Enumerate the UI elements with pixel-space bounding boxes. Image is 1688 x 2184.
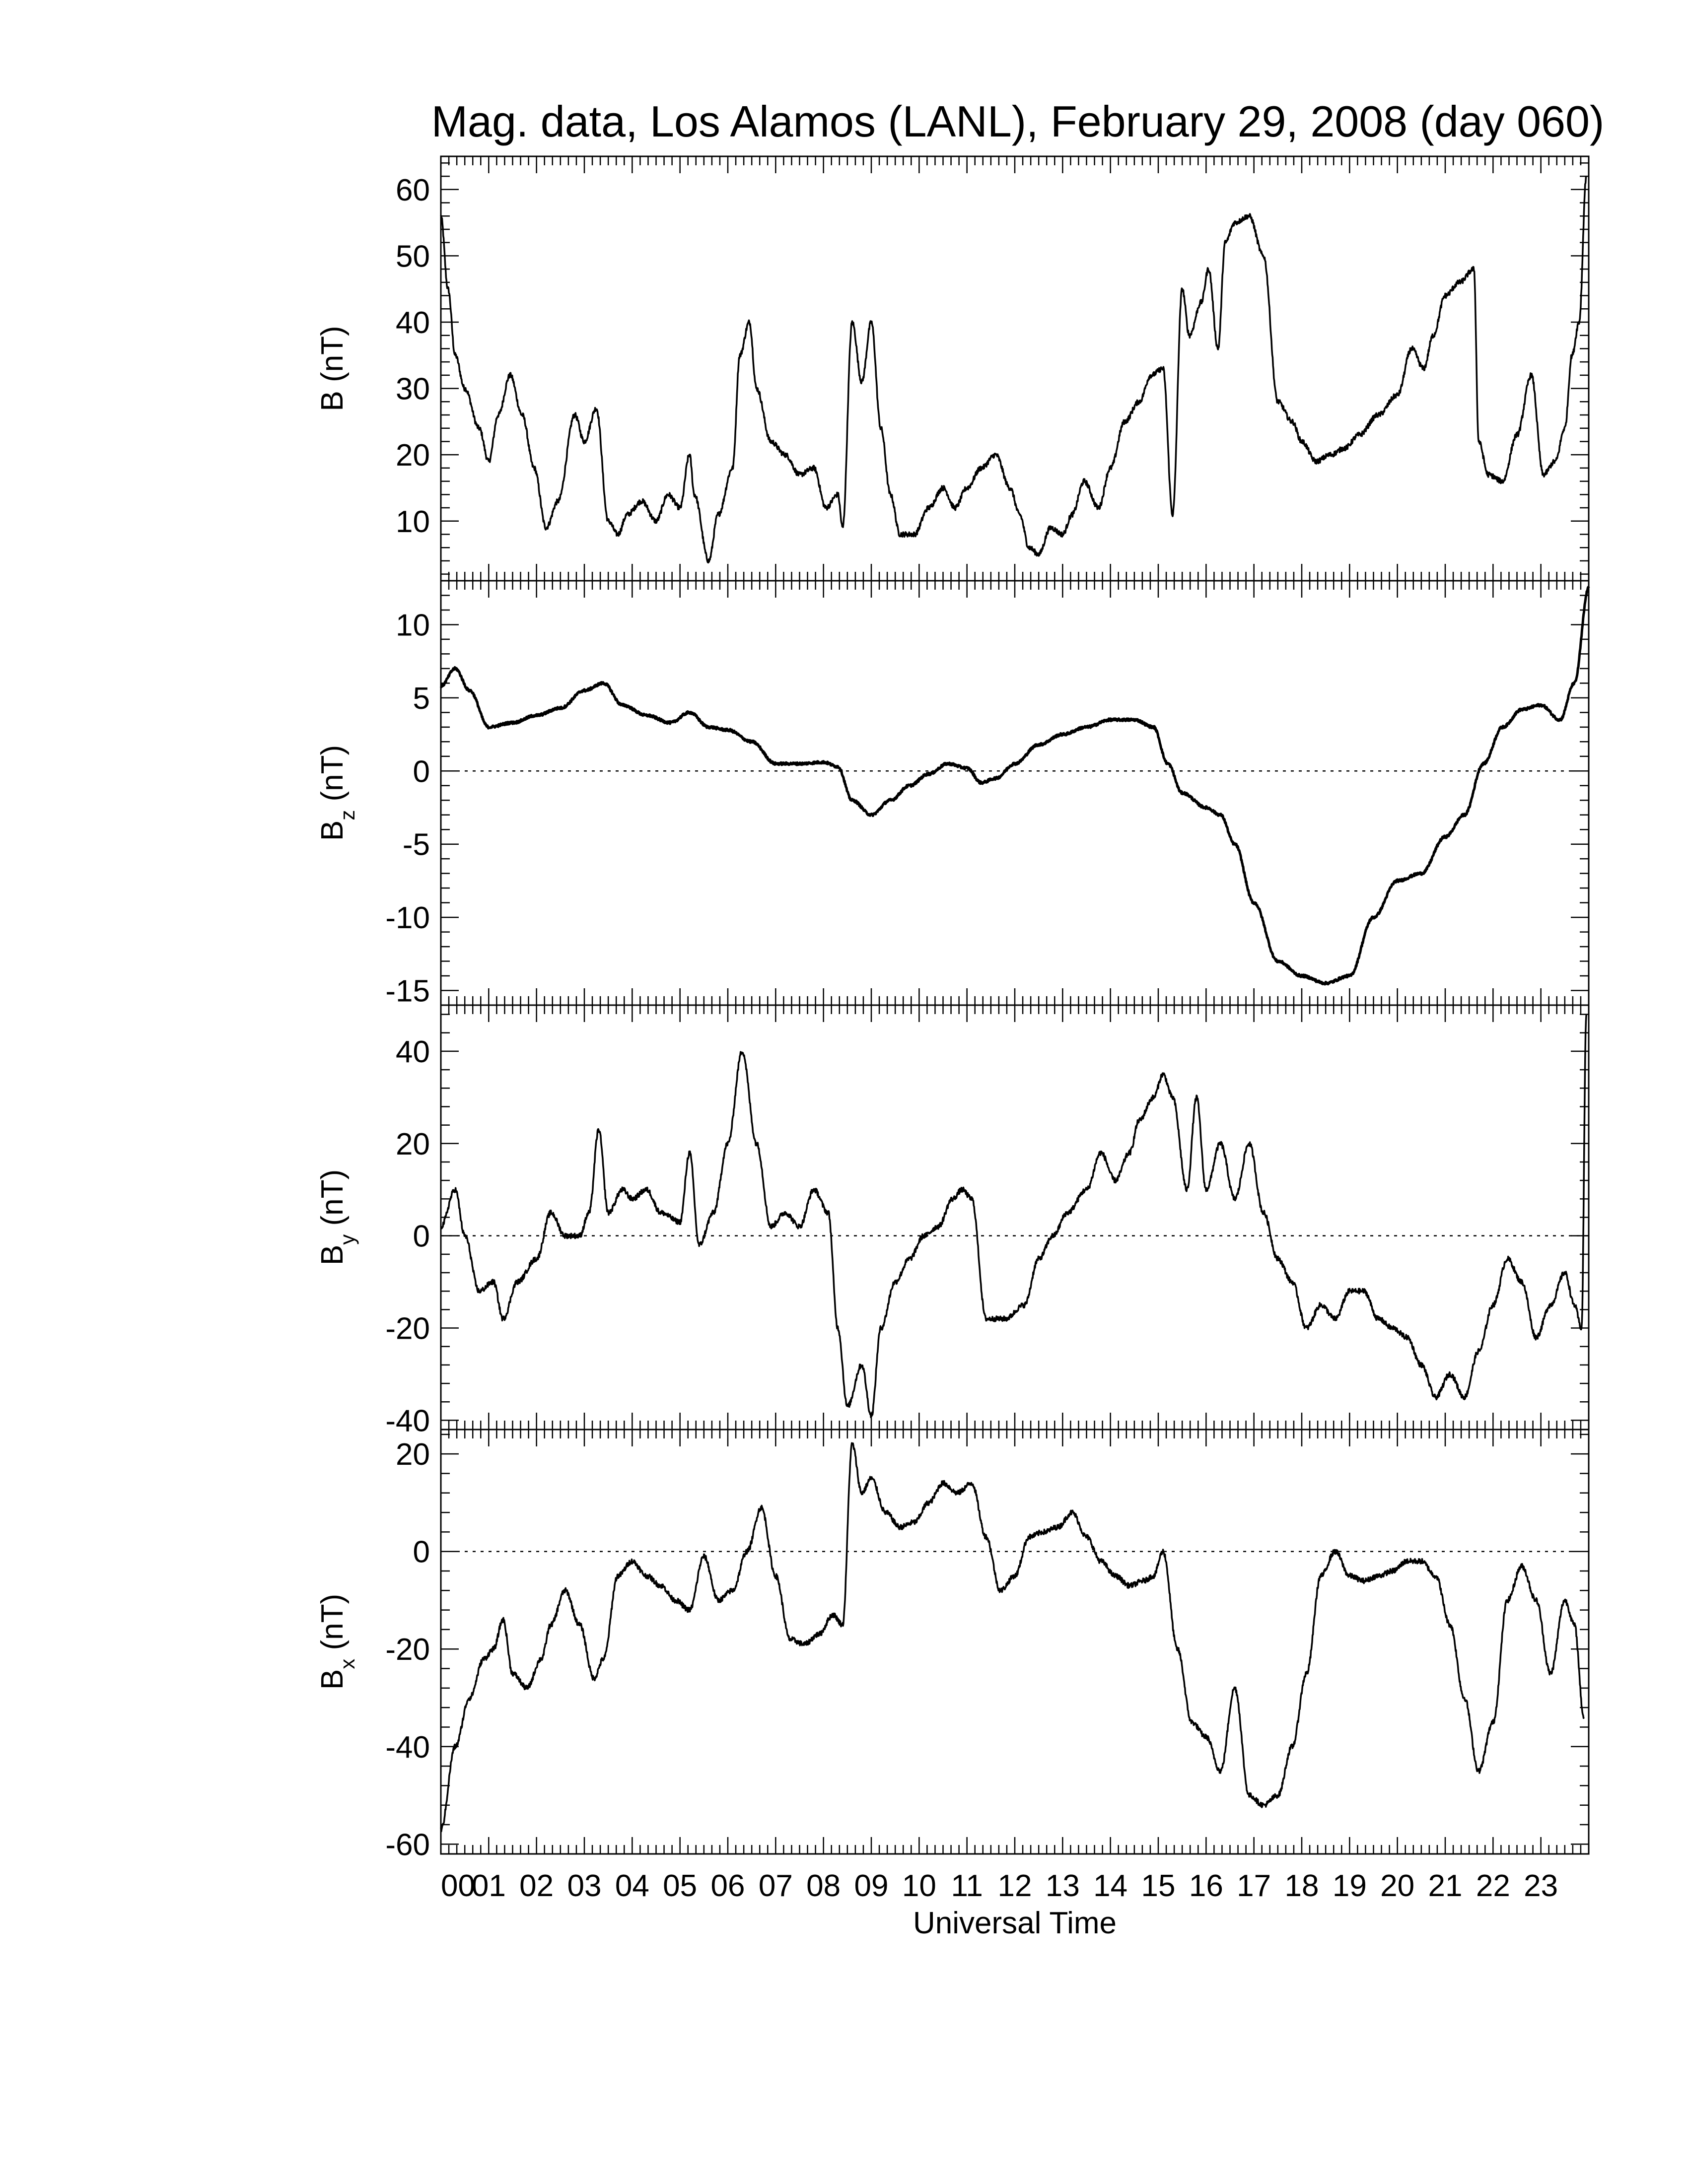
x-tick-label: 21 — [1428, 1869, 1463, 1903]
y-tick-label: 0 — [413, 1220, 430, 1254]
panel-1: 10 20 30 40 50 60 B (nT) — [315, 155, 1590, 582]
y-tick-label: 20 — [396, 1127, 430, 1161]
x-tick-label: 14 — [1093, 1869, 1127, 1903]
y-tick-label: 30 — [396, 372, 430, 407]
x-tick-label: 01 — [472, 1869, 506, 1903]
y-tick-label: 20 — [396, 1437, 430, 1472]
series-line — [440, 1014, 1587, 1419]
y-tick-label: -20 — [385, 1312, 430, 1346]
x-tick-label: 15 — [1141, 1869, 1176, 1903]
x-tick-label: 13 — [1046, 1869, 1080, 1903]
y-axis-label-unit: (nT) — [315, 1594, 350, 1659]
panel-3: -40 -20 0 20 40 By (nT) — [315, 1004, 1590, 1438]
y-tick-label: 5 — [413, 682, 430, 716]
y-tick-label: -60 — [385, 1828, 430, 1862]
y-tick-label: 0 — [413, 754, 430, 789]
chart-title: Mag. data, Los Alamos (LANL), February 2… — [431, 97, 1605, 146]
panel-4: -60 -40 -20 0 20 Bx (nT) — [315, 1429, 1590, 1862]
series-line — [439, 586, 1590, 986]
y-axis-label-unit: (nT) — [315, 326, 350, 391]
y-tick-label: -40 — [385, 1730, 430, 1765]
y-axis-label-subscript: y — [336, 1234, 359, 1245]
y-tick-label: 20 — [396, 438, 430, 473]
y-axis-label: Bx (nT) — [315, 1594, 359, 1690]
x-tick-label: 03 — [567, 1869, 602, 1903]
y-axis-label-subscript: z — [336, 810, 359, 820]
x-tick-label: 08 — [806, 1869, 841, 1903]
x-tick-label: 05 — [663, 1869, 697, 1903]
y-tick-label: 50 — [396, 239, 430, 273]
x-tick-label: 12 — [998, 1869, 1032, 1903]
x-tick-label: 16 — [1189, 1869, 1223, 1903]
y-axis-label-main: B — [315, 820, 350, 841]
series-line — [440, 1442, 1585, 1833]
y-axis-label-unit: (nT) — [315, 1169, 350, 1234]
y-axis-label-main: B — [315, 391, 350, 411]
series-line — [440, 176, 1587, 564]
y-tick-label: -40 — [385, 1404, 430, 1438]
y-axis-label: Bz (nT) — [315, 745, 359, 841]
x-tick-label: 18 — [1285, 1869, 1319, 1903]
x-tick-label: 20 — [1380, 1869, 1414, 1903]
y-axis-label-unit: (nT) — [315, 745, 350, 810]
y-tick-label: 40 — [396, 1035, 430, 1069]
x-tick-label: 19 — [1333, 1869, 1367, 1903]
panel-2: -15 -10 -5 0 5 10 Bz (nT) — [315, 580, 1590, 1009]
x-tick-label: 07 — [759, 1869, 793, 1903]
y-tick-label: 10 — [396, 608, 430, 642]
y-tick-label: -10 — [385, 901, 430, 935]
y-axis-label-main: B — [315, 1245, 350, 1265]
x-tick-label: 10 — [902, 1869, 936, 1903]
x-tick-label: 22 — [1476, 1869, 1510, 1903]
x-tick-label: 02 — [519, 1869, 554, 1903]
y-tick-label: -5 — [403, 828, 430, 862]
x-tick-label: 17 — [1237, 1869, 1271, 1903]
x-tick-label: 06 — [711, 1869, 745, 1903]
y-axis-label-main: B — [315, 1669, 350, 1690]
y-tick-label: 40 — [396, 306, 430, 340]
y-tick-label: 0 — [413, 1535, 430, 1570]
y-tick-label: 10 — [396, 505, 430, 539]
x-axis-label: Universal Time — [913, 1906, 1117, 1940]
y-axis-label-subscript: x — [336, 1659, 359, 1669]
y-axis-label: B (nT) — [315, 326, 350, 411]
x-tick-label: 00 — [441, 1869, 475, 1903]
y-tick-label: -20 — [385, 1633, 430, 1667]
y-axis-label: By (nT) — [315, 1169, 359, 1265]
x-tick-label: 09 — [854, 1869, 889, 1903]
y-tick-label: -15 — [385, 974, 430, 1009]
y-tick-label: 60 — [396, 173, 430, 207]
x-tick-label: 11 — [951, 1869, 983, 1903]
x-tick-label: 04 — [615, 1869, 649, 1903]
x-tick-label: 23 — [1524, 1869, 1558, 1903]
